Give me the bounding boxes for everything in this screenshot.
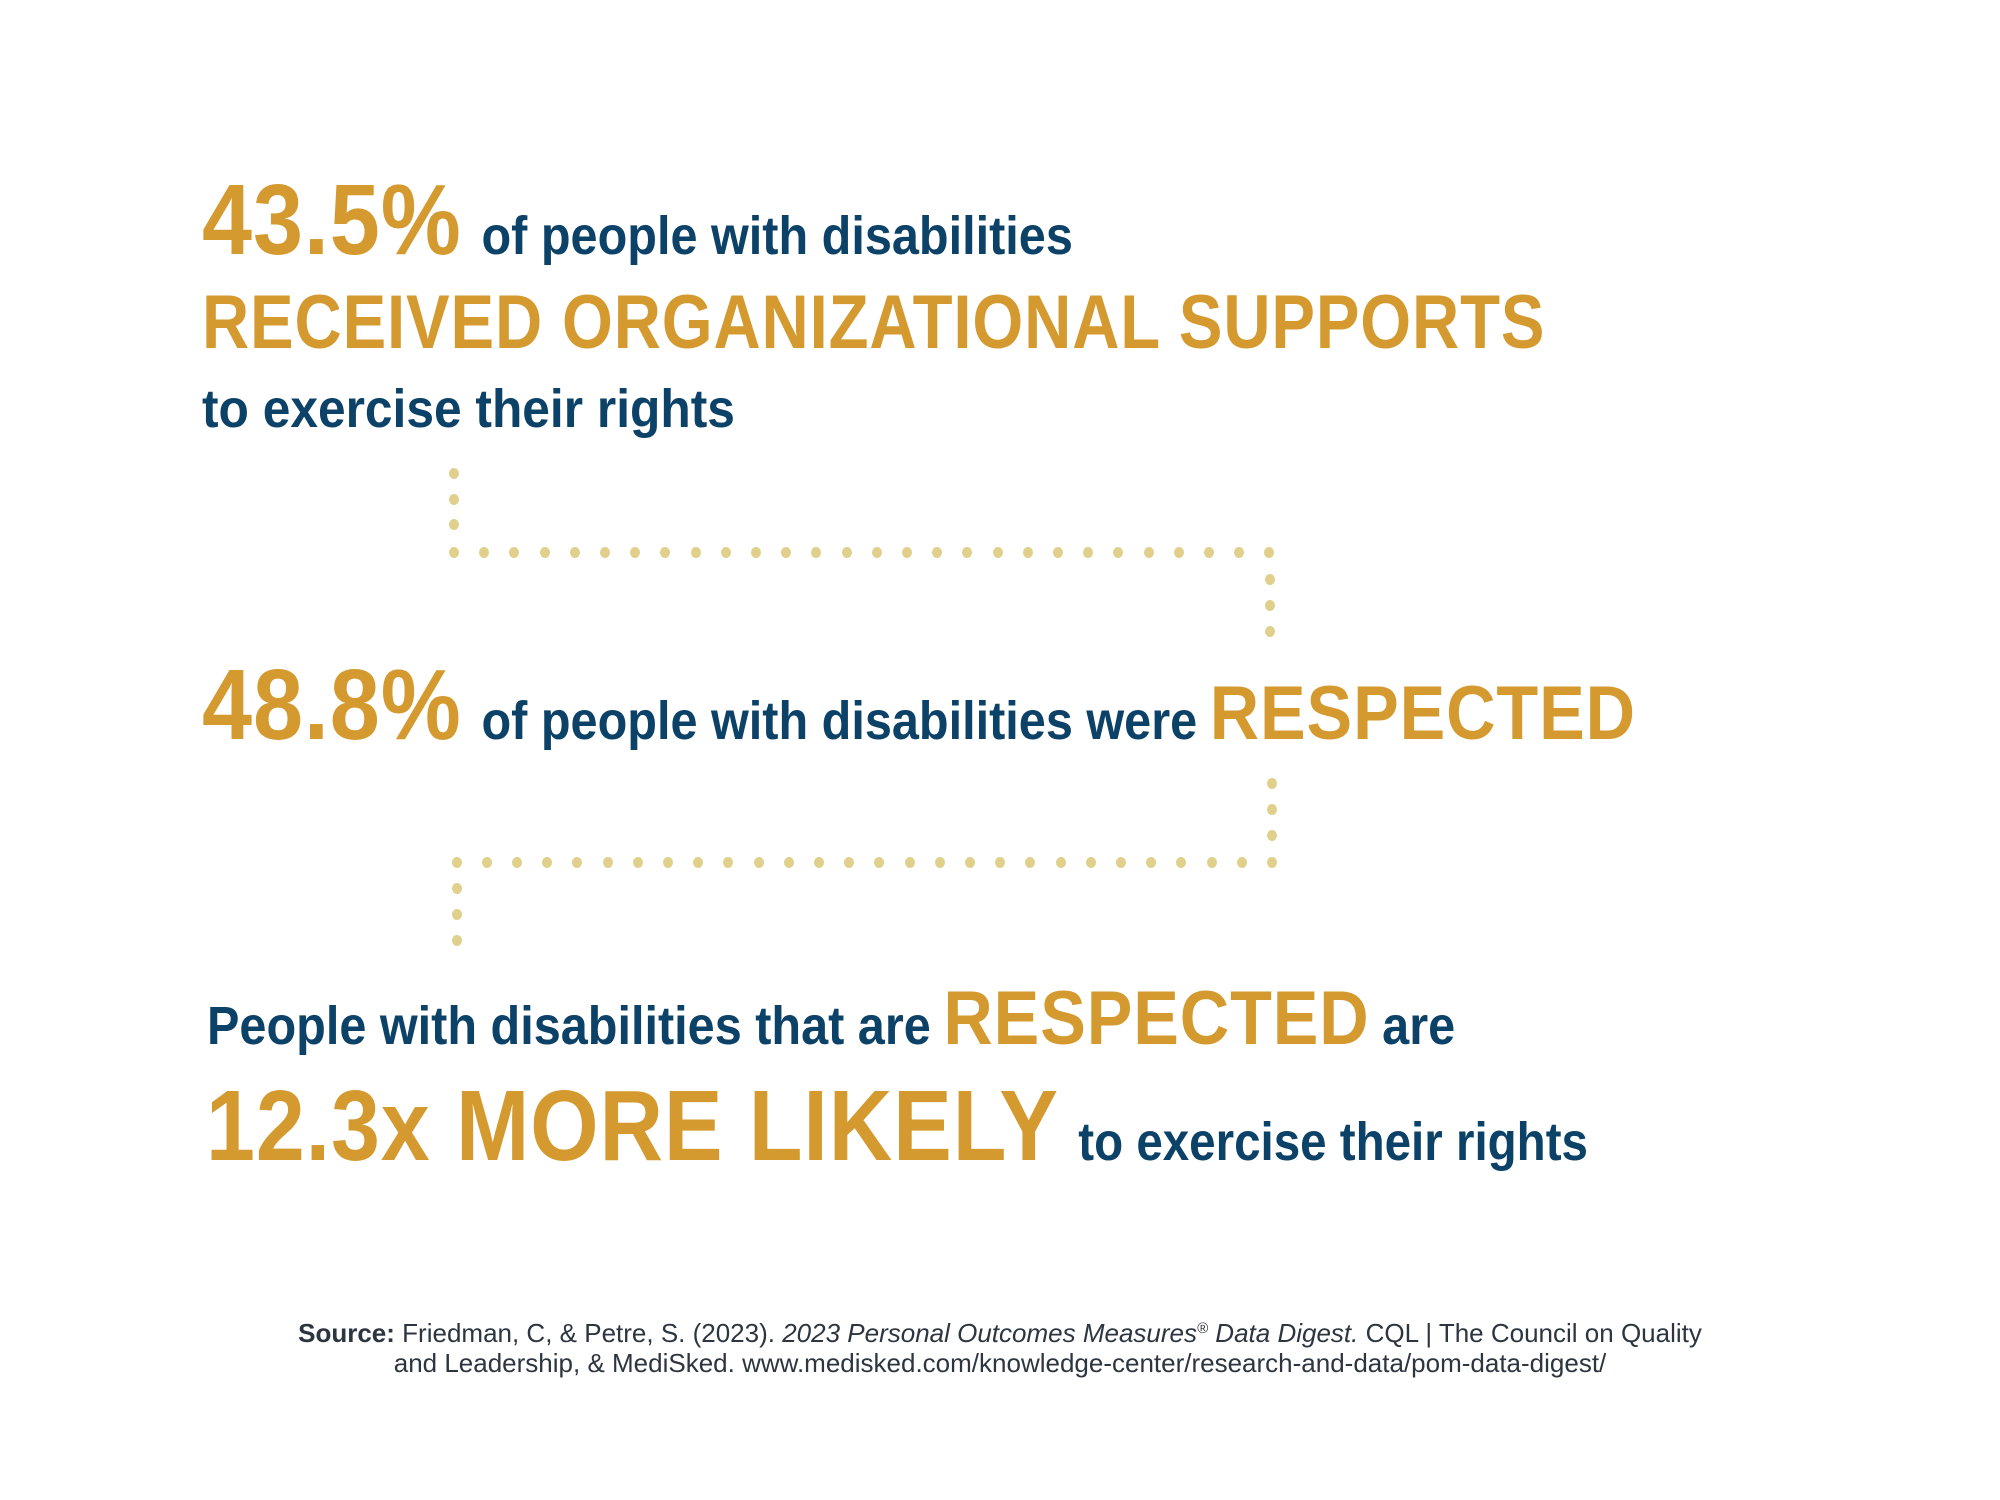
connector-dot xyxy=(1206,857,1217,868)
connector-dot xyxy=(1204,547,1214,558)
connector-dot xyxy=(452,883,462,894)
source-line-2: and Leadership, & MediSked. www.medisked… xyxy=(393,1348,1607,1378)
connector-dot xyxy=(962,547,973,558)
connector-dot xyxy=(452,909,462,920)
connector-dot xyxy=(753,857,764,868)
source-line-1: Source: Friedman, C, & Petre, S. (2023).… xyxy=(200,1318,1800,1348)
connector-dot xyxy=(451,857,462,868)
connector-dot xyxy=(512,857,522,868)
connector-dot xyxy=(481,857,492,868)
connector-dot xyxy=(1083,547,1094,558)
connector-dot xyxy=(1113,547,1124,558)
stat3-tail: to exercise their rights xyxy=(1078,1112,1588,1172)
source-label: Source: xyxy=(298,1318,395,1348)
source-authors: Friedman, C, & Petre, S. (2023). xyxy=(402,1318,775,1348)
connector-dot xyxy=(723,857,734,868)
stat3-line1: People with disabilities that are RESPECT… xyxy=(207,981,1455,1057)
connector-dot xyxy=(690,547,701,558)
connector-dot xyxy=(600,547,610,558)
connector-dot xyxy=(452,935,462,946)
connector-dot xyxy=(693,857,704,868)
stat1-highlight-line: RECEIVED ORGANIZATIONAL SUPPORTS xyxy=(202,285,1545,361)
connector-dot xyxy=(663,857,673,868)
connector-dot xyxy=(1264,547,1275,558)
stat1-tail: to exercise their rights xyxy=(202,379,735,439)
stat3-multiplier: 12.3x MORE LIKELY xyxy=(206,1070,1059,1182)
connector-dot xyxy=(1176,857,1187,868)
connector-dot xyxy=(660,547,671,558)
connector-dot xyxy=(1143,547,1154,558)
connector-dot xyxy=(1025,857,1036,868)
stat1-text: of people with disabilities xyxy=(481,206,1073,266)
connector-dot xyxy=(1053,547,1063,558)
stat1-headline: 43.5% of people with disabilities xyxy=(202,170,1073,270)
connector-dot xyxy=(1265,600,1275,611)
connector-dot xyxy=(904,857,915,868)
connector-dot xyxy=(783,857,794,868)
connector-dot xyxy=(1265,626,1275,637)
connector-dot xyxy=(1085,857,1096,868)
stat1-tail-line: to exercise their rights xyxy=(202,382,735,436)
stat3-prefix: People with disabilities that are xyxy=(207,996,931,1056)
connector-dot xyxy=(844,857,855,868)
connector-dot xyxy=(542,857,553,868)
stat2-text: of people with disabilities were xyxy=(481,691,1198,751)
stat2-highlight: RESPECTED xyxy=(1209,671,1636,756)
stat3-highlight: RESPECTED xyxy=(943,976,1370,1061)
connector-dot xyxy=(781,547,792,558)
connector-dot xyxy=(572,857,583,868)
connector-dot xyxy=(632,857,643,868)
connector-dot xyxy=(1146,857,1157,868)
connector-dot xyxy=(479,547,490,558)
connector-dot xyxy=(902,547,912,558)
source-publisher-1: CQL | The Council on Quality xyxy=(1365,1318,1702,1348)
source-citation: Source: Friedman, C, & Petre, S. (2023).… xyxy=(200,1318,1800,1378)
connector-dot xyxy=(1116,857,1126,868)
connector-dot xyxy=(1267,830,1277,841)
connector-dot xyxy=(449,519,459,530)
connector-dot xyxy=(992,547,1003,558)
connector-dot xyxy=(449,494,459,505)
connector-dot xyxy=(1236,857,1247,868)
connector-dot xyxy=(449,468,459,479)
stat3-suffix: are xyxy=(1382,996,1456,1056)
source-title-end: Data Digest. xyxy=(1215,1318,1359,1348)
stat1-percentage: 43.5% xyxy=(202,164,462,276)
stat2-percentage: 48.8% xyxy=(202,649,462,761)
connector-dot xyxy=(995,857,1006,868)
connector-dot xyxy=(539,547,550,558)
stat2-headline: 48.8% of people with disabilities were RES… xyxy=(202,655,1636,755)
registered-mark: ® xyxy=(1197,1320,1209,1337)
connector-dot xyxy=(841,547,852,558)
connector-dot xyxy=(934,857,945,868)
stat3-line2: 12.3x MORE LIKELY to exercise their right… xyxy=(206,1076,1588,1176)
connector-dot xyxy=(1022,547,1033,558)
connector-dot xyxy=(932,547,943,558)
source-title: 2023 Personal Outcomes Measures® Data Di… xyxy=(782,1318,1358,1348)
connector-dot xyxy=(965,857,975,868)
connector-dot xyxy=(1055,857,1066,868)
connector-dot xyxy=(630,547,641,558)
connector-dot xyxy=(602,857,613,868)
connector-dot xyxy=(509,547,520,558)
connector-dot xyxy=(1265,574,1275,585)
connector-dot xyxy=(1267,804,1277,815)
connector-dot xyxy=(751,547,761,558)
stat1-highlight: RECEIVED ORGANIZATIONAL SUPPORTS xyxy=(202,280,1546,365)
connector-dot xyxy=(569,547,580,558)
connector-dot xyxy=(1267,778,1277,789)
connector-dot xyxy=(811,547,822,558)
connector-dot xyxy=(720,547,731,558)
connector-dot xyxy=(1267,857,1277,868)
source-title-text: 2023 Personal Outcomes Measures xyxy=(782,1318,1197,1348)
connector-dot xyxy=(814,857,824,868)
connector-dot xyxy=(1234,547,1245,558)
connector-dot xyxy=(449,547,459,558)
connector-dot xyxy=(874,857,885,868)
connector-dot xyxy=(1173,547,1184,558)
connector-dot xyxy=(871,547,882,558)
